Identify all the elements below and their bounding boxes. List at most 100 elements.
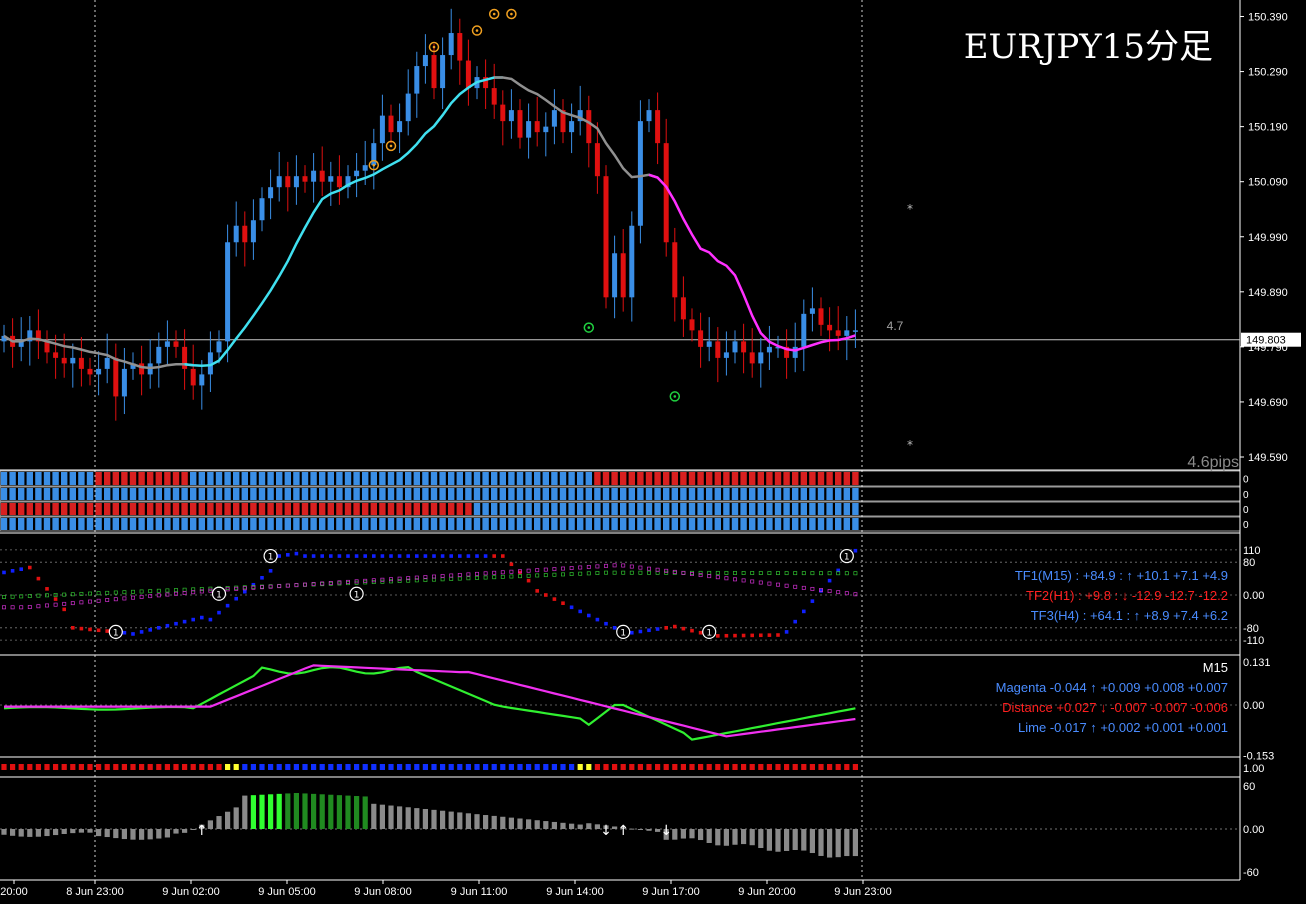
signal-marker-dot <box>475 29 479 32</box>
tf3-point <box>681 570 686 575</box>
trend-bar-cell <box>551 518 558 530</box>
trend-bar-cell <box>293 503 300 515</box>
tf1-point <box>432 554 436 558</box>
trend-bar-cell <box>809 488 816 500</box>
trend-bar-cell <box>525 472 532 485</box>
tf2-point <box>371 578 376 583</box>
histogram-bar <box>139 829 145 840</box>
trend-bar-cell <box>190 503 197 515</box>
trend-bar-cell <box>405 503 412 515</box>
trend-bar-cell <box>688 503 696 515</box>
trend-bar-cell <box>430 503 438 515</box>
trend-bar-cell <box>155 503 162 515</box>
candle-body <box>388 115 394 133</box>
price-axis-label: 149.990 <box>1248 232 1288 244</box>
dot-strip-cell <box>852 764 858 770</box>
tf-signal-badge <box>108 624 123 640</box>
trend-bar-cell <box>749 472 756 485</box>
tf2-point <box>122 596 127 601</box>
trend-bar-cell <box>448 472 455 485</box>
tf2-point <box>776 582 780 587</box>
candle-body <box>233 225 239 243</box>
dot-strip-cell <box>164 764 170 770</box>
tf2-point <box>165 592 170 597</box>
trend-bar-cell <box>516 472 524 485</box>
trend-bar-cell <box>774 488 782 500</box>
histogram-bar <box>844 829 850 857</box>
trend-bar-cell <box>362 518 369 530</box>
histogram-bar <box>440 810 446 829</box>
candle-body <box>440 55 446 89</box>
tf3-point <box>122 590 127 595</box>
candle-body <box>663 143 669 243</box>
trend-bar-cell <box>577 518 584 530</box>
dot-strip-cell <box>276 764 282 770</box>
trend-bar-cell <box>577 472 584 485</box>
tf2-point <box>320 581 325 586</box>
trend-bar-cell <box>594 503 601 515</box>
histogram-bar <box>551 821 557 829</box>
histogram-bar <box>835 829 841 858</box>
tf3-point <box>36 593 41 598</box>
trend-bar-cell <box>602 488 610 500</box>
histogram-bar <box>328 794 334 829</box>
tf1-point <box>483 554 488 558</box>
tf2-point <box>449 573 454 578</box>
tf1-point <box>200 615 204 620</box>
tf3-point <box>285 583 290 588</box>
trend-bar-cell <box>353 488 360 500</box>
candle-body <box>371 143 377 166</box>
osc-legend-line: Distance +0.027 ↓ -0.007 -0.007 -0.006 <box>1002 700 1228 715</box>
trend-bar-cell <box>344 518 352 530</box>
dot-strip-cell <box>285 764 291 770</box>
trend-bar-cell <box>835 503 842 515</box>
trend-bar-cell <box>465 488 472 500</box>
trend-bar-cell <box>26 518 33 530</box>
histogram-bar <box>680 829 686 839</box>
dot-strip-cell <box>577 764 583 770</box>
histogram-bar <box>612 826 618 829</box>
osc-legend-line: Lime -0.017 ↑ +0.002 +0.001 +0.001 <box>1018 720 1228 735</box>
tf-signal-badge <box>839 548 854 564</box>
candle-body <box>87 368 93 375</box>
tf1-point <box>389 554 393 558</box>
histogram-bar <box>250 795 256 829</box>
tf3-point <box>79 591 84 596</box>
tf1-point <box>191 617 195 622</box>
tf2-point <box>681 570 686 575</box>
tf1-point <box>303 554 307 558</box>
tf-signal-badge <box>702 624 717 640</box>
trend-bar-cell <box>396 503 403 515</box>
tf2-point <box>19 605 24 610</box>
tf3-point <box>475 575 479 580</box>
tf1-point <box>10 569 15 573</box>
candle-body <box>672 242 678 298</box>
trend-bar-cell <box>482 472 489 485</box>
candle-body <box>276 176 282 188</box>
tf1-point <box>329 554 333 558</box>
trend-bar-cell <box>370 472 377 485</box>
tf3-point <box>242 585 247 590</box>
trend-bar-axis-label: 0 <box>1243 490 1249 501</box>
tf-signal-badge <box>616 624 631 640</box>
trend-bar-cell <box>525 488 532 500</box>
trend-bar-cell <box>43 472 51 485</box>
tf2-point <box>225 587 230 592</box>
trend-bar-cell <box>61 503 68 515</box>
trend-bar-cell <box>104 503 111 515</box>
trend-bar-cell <box>809 472 816 485</box>
tf2-point <box>45 603 49 608</box>
histogram-bar <box>130 829 136 840</box>
tf1-point <box>423 554 428 558</box>
tf1-point <box>664 626 668 630</box>
trend-bar-cell <box>370 518 377 530</box>
tf2-point <box>543 567 548 572</box>
dot-strip-cell <box>225 764 231 770</box>
histogram-bar <box>199 824 205 829</box>
trend-bar-cell <box>52 518 59 530</box>
tf2-point <box>440 574 445 578</box>
trend-bar-cell <box>473 518 481 530</box>
trend-bar-cell <box>207 518 214 530</box>
tf2-point <box>715 575 720 580</box>
tf1-point <box>638 629 643 634</box>
